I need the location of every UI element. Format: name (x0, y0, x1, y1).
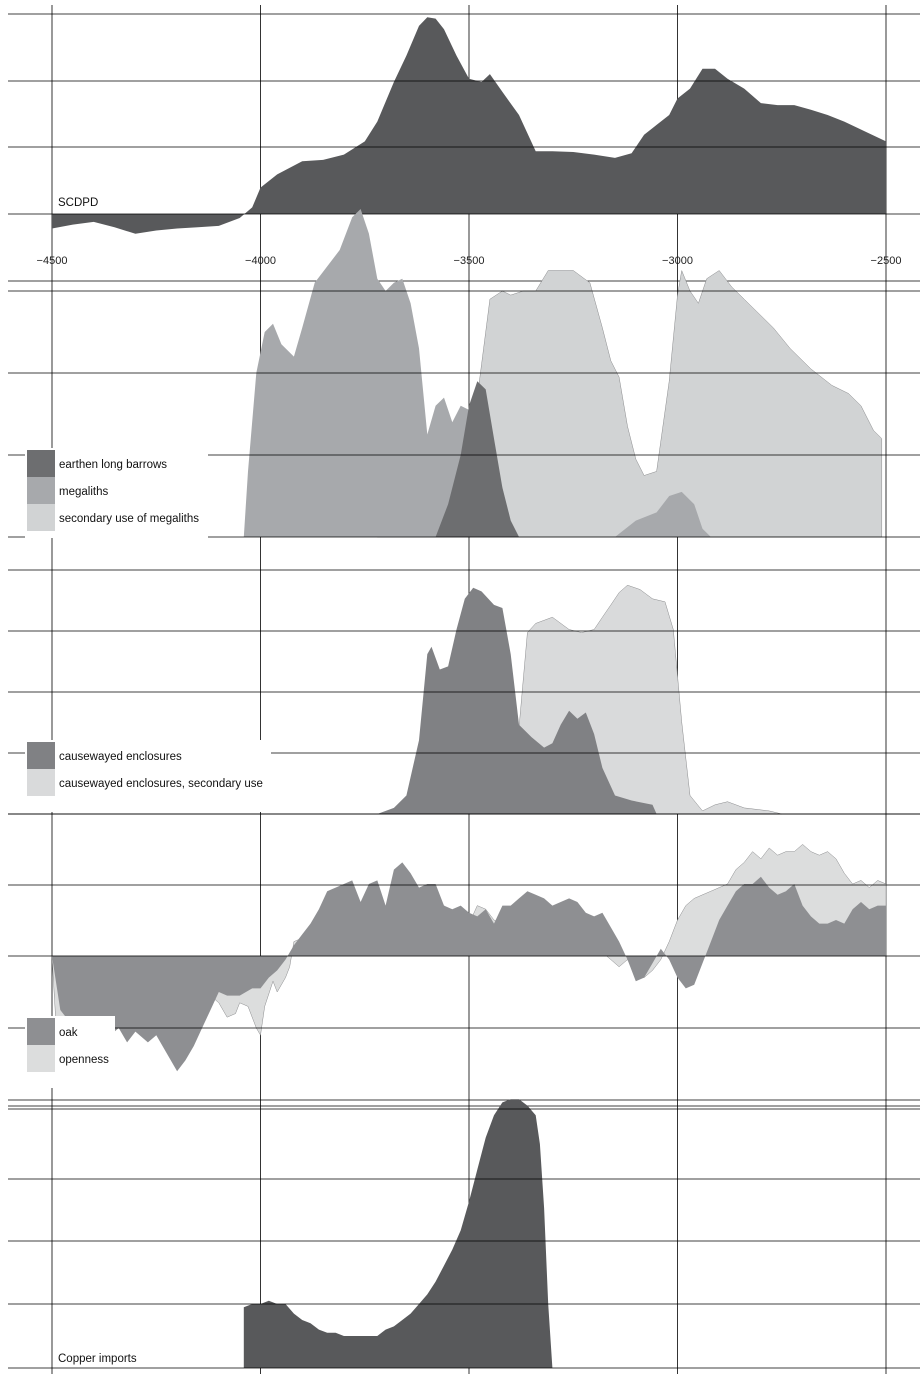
legend-swatch (27, 504, 55, 531)
legend-swatch (27, 450, 55, 477)
panel-label: Copper imports (58, 1353, 137, 1365)
legend-background (25, 448, 208, 538)
legend-label: causewayed enclosures, secondary use (59, 778, 263, 790)
legend-label: oak (59, 1027, 78, 1039)
x-tick-label: −3500 (454, 255, 485, 267)
panel-label: SCDPD (58, 197, 98, 209)
panel-copper: Copper imports (8, 1099, 920, 1369)
legend-swatch (27, 742, 55, 769)
panel-vegetation: oak openness (8, 813, 920, 1101)
x-tick-label: −4000 (245, 255, 276, 267)
legend-swatch (27, 477, 55, 504)
panel-monuments: earthen long barrows megaliths secondary u… (8, 209, 920, 538)
legend-label: secondary use of megaliths (59, 513, 199, 525)
legend-swatch (27, 769, 55, 796)
legend-swatch (27, 1018, 55, 1045)
legend-background (25, 740, 271, 812)
x-tick-label: −2500 (871, 255, 902, 267)
legend-label: earthen long barrows (59, 459, 167, 471)
panel-enclosures: causewayed enclosures causewayed enclosur… (8, 569, 920, 815)
legend-swatch (27, 1045, 55, 1072)
series-earthen-long-barrows (435, 381, 520, 537)
legend-label: causewayed enclosures (59, 751, 182, 763)
series-oak (52, 862, 886, 1072)
legend-label: megaliths (59, 486, 108, 498)
panel-scdpd: SCDPD (8, 13, 920, 282)
series-causewayed-enclosures (231, 587, 657, 814)
x-tick-label: −4500 (37, 255, 68, 267)
series-copper-imports (243, 1099, 553, 1368)
legend-label: openness (59, 1054, 109, 1066)
x-tick-label: −3000 (662, 255, 693, 267)
series-scdpd (52, 17, 886, 234)
